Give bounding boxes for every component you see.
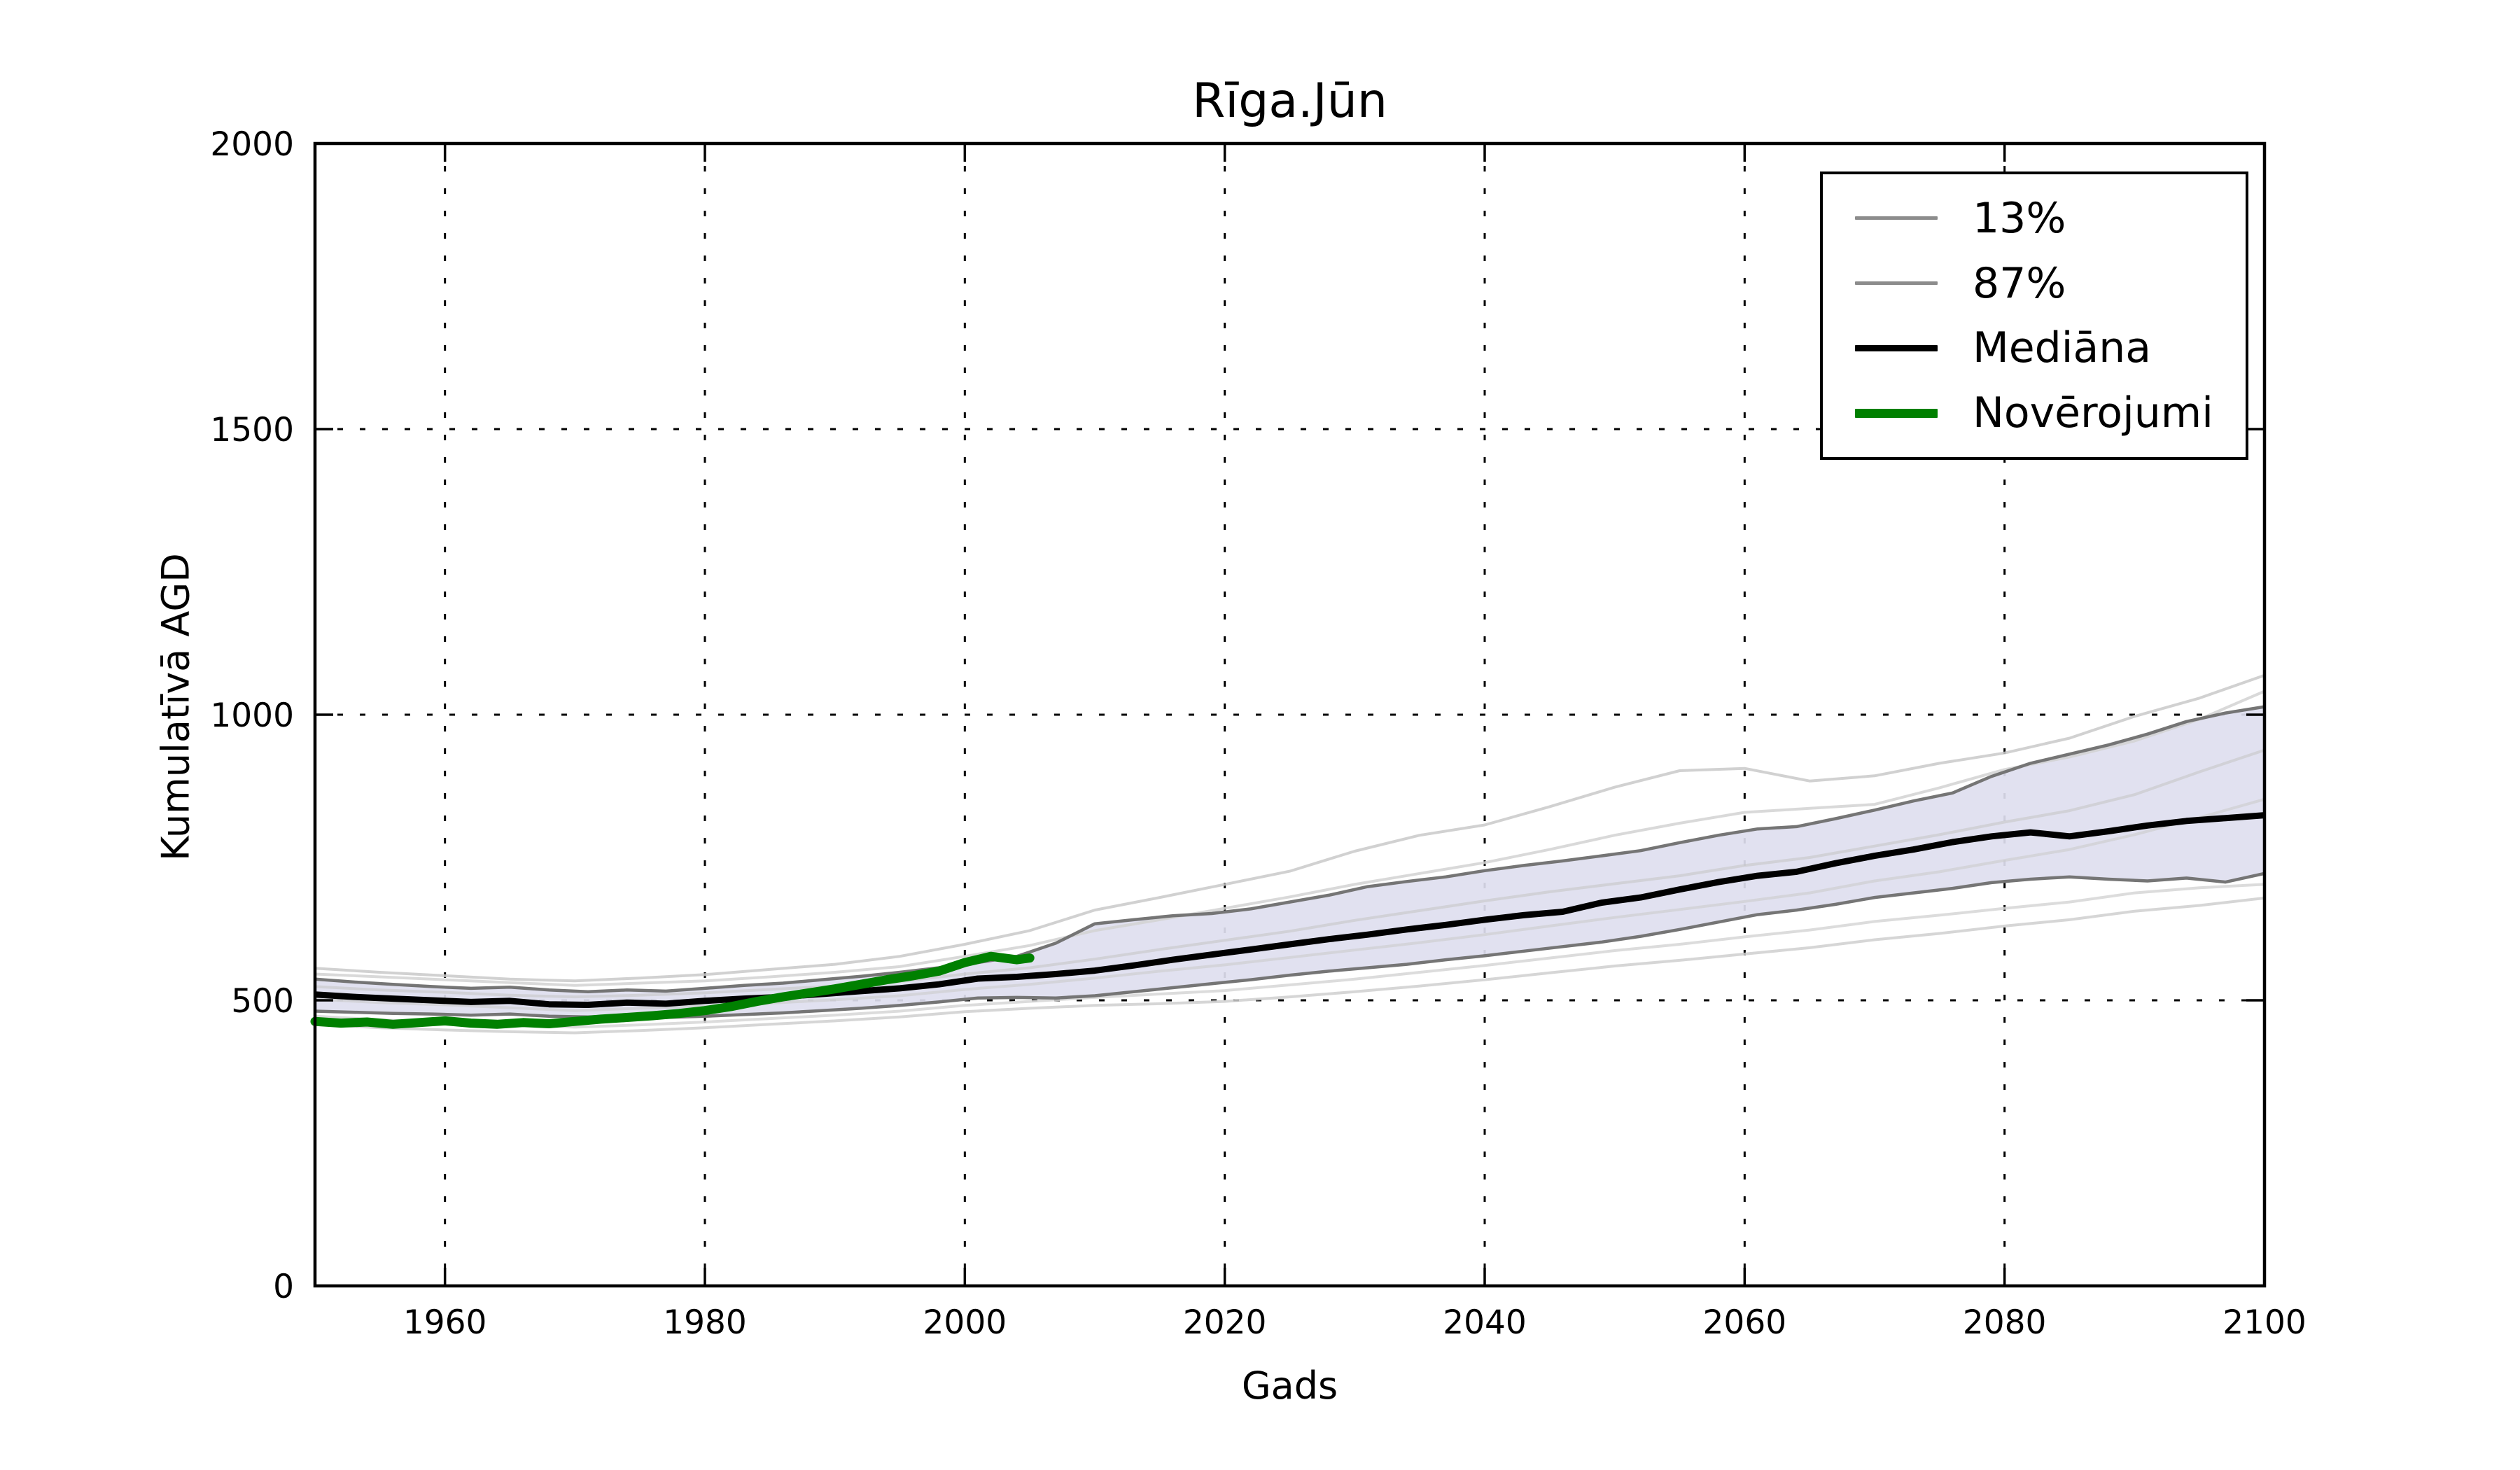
x-tick-label: 2040 bbox=[1443, 1303, 1527, 1342]
legend-line-swatch bbox=[1855, 281, 1938, 286]
x-tick-label: 2080 bbox=[1963, 1303, 2047, 1342]
legend-item-medina: Mediāna bbox=[1823, 327, 2246, 369]
ensemble-run-line bbox=[314, 748, 2266, 999]
ensemble-run-line bbox=[314, 690, 2266, 987]
legend-item-label: Mediāna bbox=[1973, 323, 2151, 373]
plot-area: 1960 1980 2000 2020 2040 2060 2080 2100 0 500 1000… bbox=[210, 125, 2306, 1342]
ensemble-run-line bbox=[314, 883, 2266, 1029]
legend-line-swatch bbox=[1855, 344, 1938, 351]
x-tick-label: 1980 bbox=[663, 1303, 747, 1342]
ensemble-run-line bbox=[314, 896, 2266, 1035]
x-tick-label: 2020 bbox=[1183, 1303, 1267, 1342]
x-tick-label: 1960 bbox=[403, 1303, 487, 1342]
legend-item-label: Novērojumi bbox=[1973, 388, 2213, 438]
observations-line bbox=[310, 951, 1035, 1029]
x-axis-label: Gads bbox=[1241, 1364, 1338, 1408]
ensemble-run-line bbox=[314, 797, 2266, 1012]
y-tick-label: 1500 bbox=[210, 411, 294, 449]
y-tick-label: 2000 bbox=[210, 125, 294, 164]
x-tick-label: 2100 bbox=[2222, 1303, 2306, 1342]
legend-item-label: 87% bbox=[1973, 258, 2066, 308]
legend-line-swatch bbox=[1855, 216, 1938, 220]
legend-item-87: 87% bbox=[1823, 262, 2246, 304]
x-tick-label: 2060 bbox=[1703, 1303, 1787, 1342]
legend-item-novrojumi: Novērojumi bbox=[1823, 392, 2246, 434]
uncertainty-band bbox=[315, 706, 2264, 1018]
chart-title: Rīga.Jūn bbox=[1192, 74, 1387, 129]
y-tick-label: 1000 bbox=[210, 696, 294, 735]
legend-line-swatch bbox=[1855, 408, 1938, 418]
y-tick-label: 0 bbox=[273, 1268, 294, 1306]
median-line bbox=[314, 812, 2265, 1008]
legend-item-label: 13% bbox=[1973, 193, 2066, 243]
x-tick-label: 2000 bbox=[923, 1303, 1007, 1342]
quantile-87-line bbox=[314, 705, 2265, 994]
ensemble-run-line bbox=[314, 673, 2266, 983]
legend: 13% 87% Mediāna Novērojumi bbox=[1820, 172, 2248, 460]
y-tick-label: 500 bbox=[231, 982, 294, 1021]
legend-item-13: 13% bbox=[1823, 197, 2246, 239]
y-axis-label: Kumulatīvā AGD bbox=[153, 553, 198, 861]
